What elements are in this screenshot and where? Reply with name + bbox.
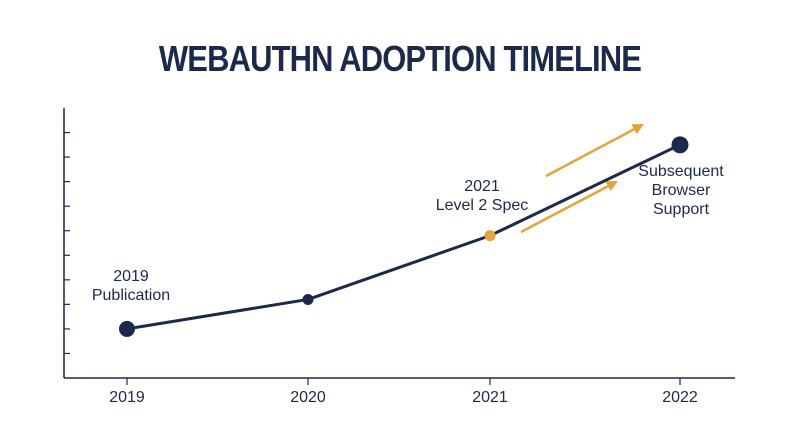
data-point [484,230,496,242]
data-point [119,320,135,337]
data-point [671,136,689,154]
x-tick-label: 2019 [109,389,145,406]
x-tick-label: 2021 [472,389,508,406]
annotation-label: 2019 Publication [92,268,170,304]
series-line [126,143,681,331]
annotation-label: 2021 Level 2 Spec [436,178,529,214]
trend-arrow [545,123,644,178]
x-tick-label: 2022 [662,389,698,406]
chart-title: WEBAUTHN ADOPTION TIMELINE [158,38,642,79]
trend-arrow [520,180,618,234]
annotation-label: Subsequent Browser Support [638,163,724,218]
x-tick-label: 2020 [290,389,326,406]
data-point [302,293,314,305]
